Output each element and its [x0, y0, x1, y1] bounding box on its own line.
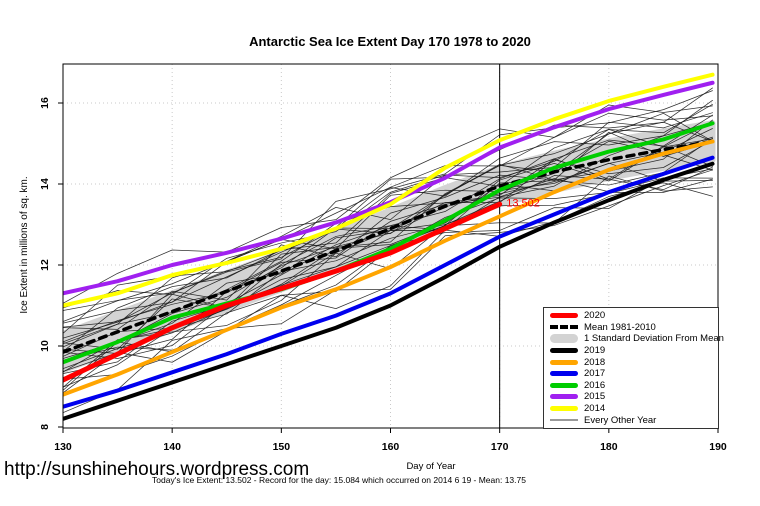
legend-swatch-icon [550, 334, 578, 344]
x-tick-label: 150 [273, 441, 291, 453]
x-tick-label: 190 [709, 441, 727, 453]
x-tick-label: 160 [382, 441, 400, 453]
series-line-2014 [63, 72, 715, 308]
stats-caption: Today's Ice Extent: 13.502 - Record for … [152, 475, 526, 485]
legend-label: 2019 [584, 345, 606, 357]
background-year-line [63, 138, 713, 375]
legend-label: 2015 [584, 391, 606, 403]
background-year-line [63, 104, 713, 345]
legend-swatch-icon [550, 359, 578, 365]
x-tick-label: 140 [163, 441, 181, 453]
series-line-2016 [63, 121, 715, 365]
legend-label: 2014 [584, 403, 606, 415]
legend-swatch-icon [550, 382, 578, 388]
x-tick-label: 180 [600, 441, 618, 453]
legend-swatch-icon [550, 371, 578, 377]
legend-label: 2020 [584, 310, 606, 322]
legend-item-1-standard-deviation-from-mean: 1 Standard Deviation From Mean [550, 333, 724, 344]
x-tick-label: 170 [491, 441, 509, 453]
legend-swatch-icon [550, 325, 578, 330]
legend-label: 2016 [584, 379, 606, 391]
y-tick-label: 10 [39, 340, 51, 352]
background-year-line [63, 128, 713, 359]
series-line-2020 [63, 201, 503, 383]
legend-label: Every Other Year [584, 414, 657, 426]
legend-item-2018: 2018 [550, 357, 716, 368]
background-year-line [63, 139, 713, 361]
legend-swatch-icon [550, 406, 578, 412]
legend-swatch-icon [550, 394, 578, 400]
legend-item-2017: 2017 [550, 368, 716, 379]
background-year-line [63, 145, 713, 350]
legend-label: 2017 [584, 368, 606, 380]
background-year-line [63, 169, 713, 414]
legend-label: Mean 1981-2010 [584, 321, 656, 333]
current-value-annotation: 13.502 [506, 197, 540, 209]
chart-title: Antarctic Sea Ice Extent Day 170 1978 to… [249, 34, 531, 49]
background-year-line [63, 90, 713, 311]
legend-swatch-icon [550, 313, 578, 319]
background-year-line [63, 112, 713, 322]
chart-legend: 2020 Mean 1981-2010 1 Standard Deviation F… [543, 307, 724, 429]
background-year-line [63, 103, 713, 309]
background-year-line [63, 182, 713, 394]
legend-label: 2018 [584, 356, 606, 368]
x-axis-label: Day of Year [406, 461, 456, 472]
legend-label: 1 Standard Deviation From Mean [584, 333, 724, 345]
x-tick-label: 130 [54, 441, 72, 453]
background-year-line [63, 112, 713, 304]
legend-swatch-icon [550, 348, 578, 354]
series-line-2019 [63, 161, 715, 421]
y-tick-label: 8 [39, 424, 51, 430]
source-url-text: http://sunshinehours.wordpress.com [4, 459, 310, 480]
legend-item-2020: 2020 [550, 310, 716, 321]
legend-swatch-icon [550, 419, 578, 422]
y-tick-label: 12 [39, 259, 51, 271]
series-line-2018 [63, 139, 715, 397]
series-line-2017 [63, 155, 715, 409]
y-tick-label: 16 [39, 97, 51, 109]
legend-item-every-other-year: Every Other Year [550, 415, 716, 426]
y-axis-label: Ice Extent in millions of sq. km. [19, 176, 30, 313]
legend-item-2019: 2019 [550, 345, 716, 356]
legend-item-2015: 2015 [550, 391, 716, 402]
background-year-line [63, 121, 713, 354]
legend-item-mean-1981-2010: Mean 1981-2010 [550, 322, 716, 333]
series-line-mean [63, 139, 715, 354]
legend-item-2016: 2016 [550, 380, 716, 391]
y-tick-label: 14 [39, 178, 51, 190]
legend-item-2014: 2014 [550, 403, 716, 414]
